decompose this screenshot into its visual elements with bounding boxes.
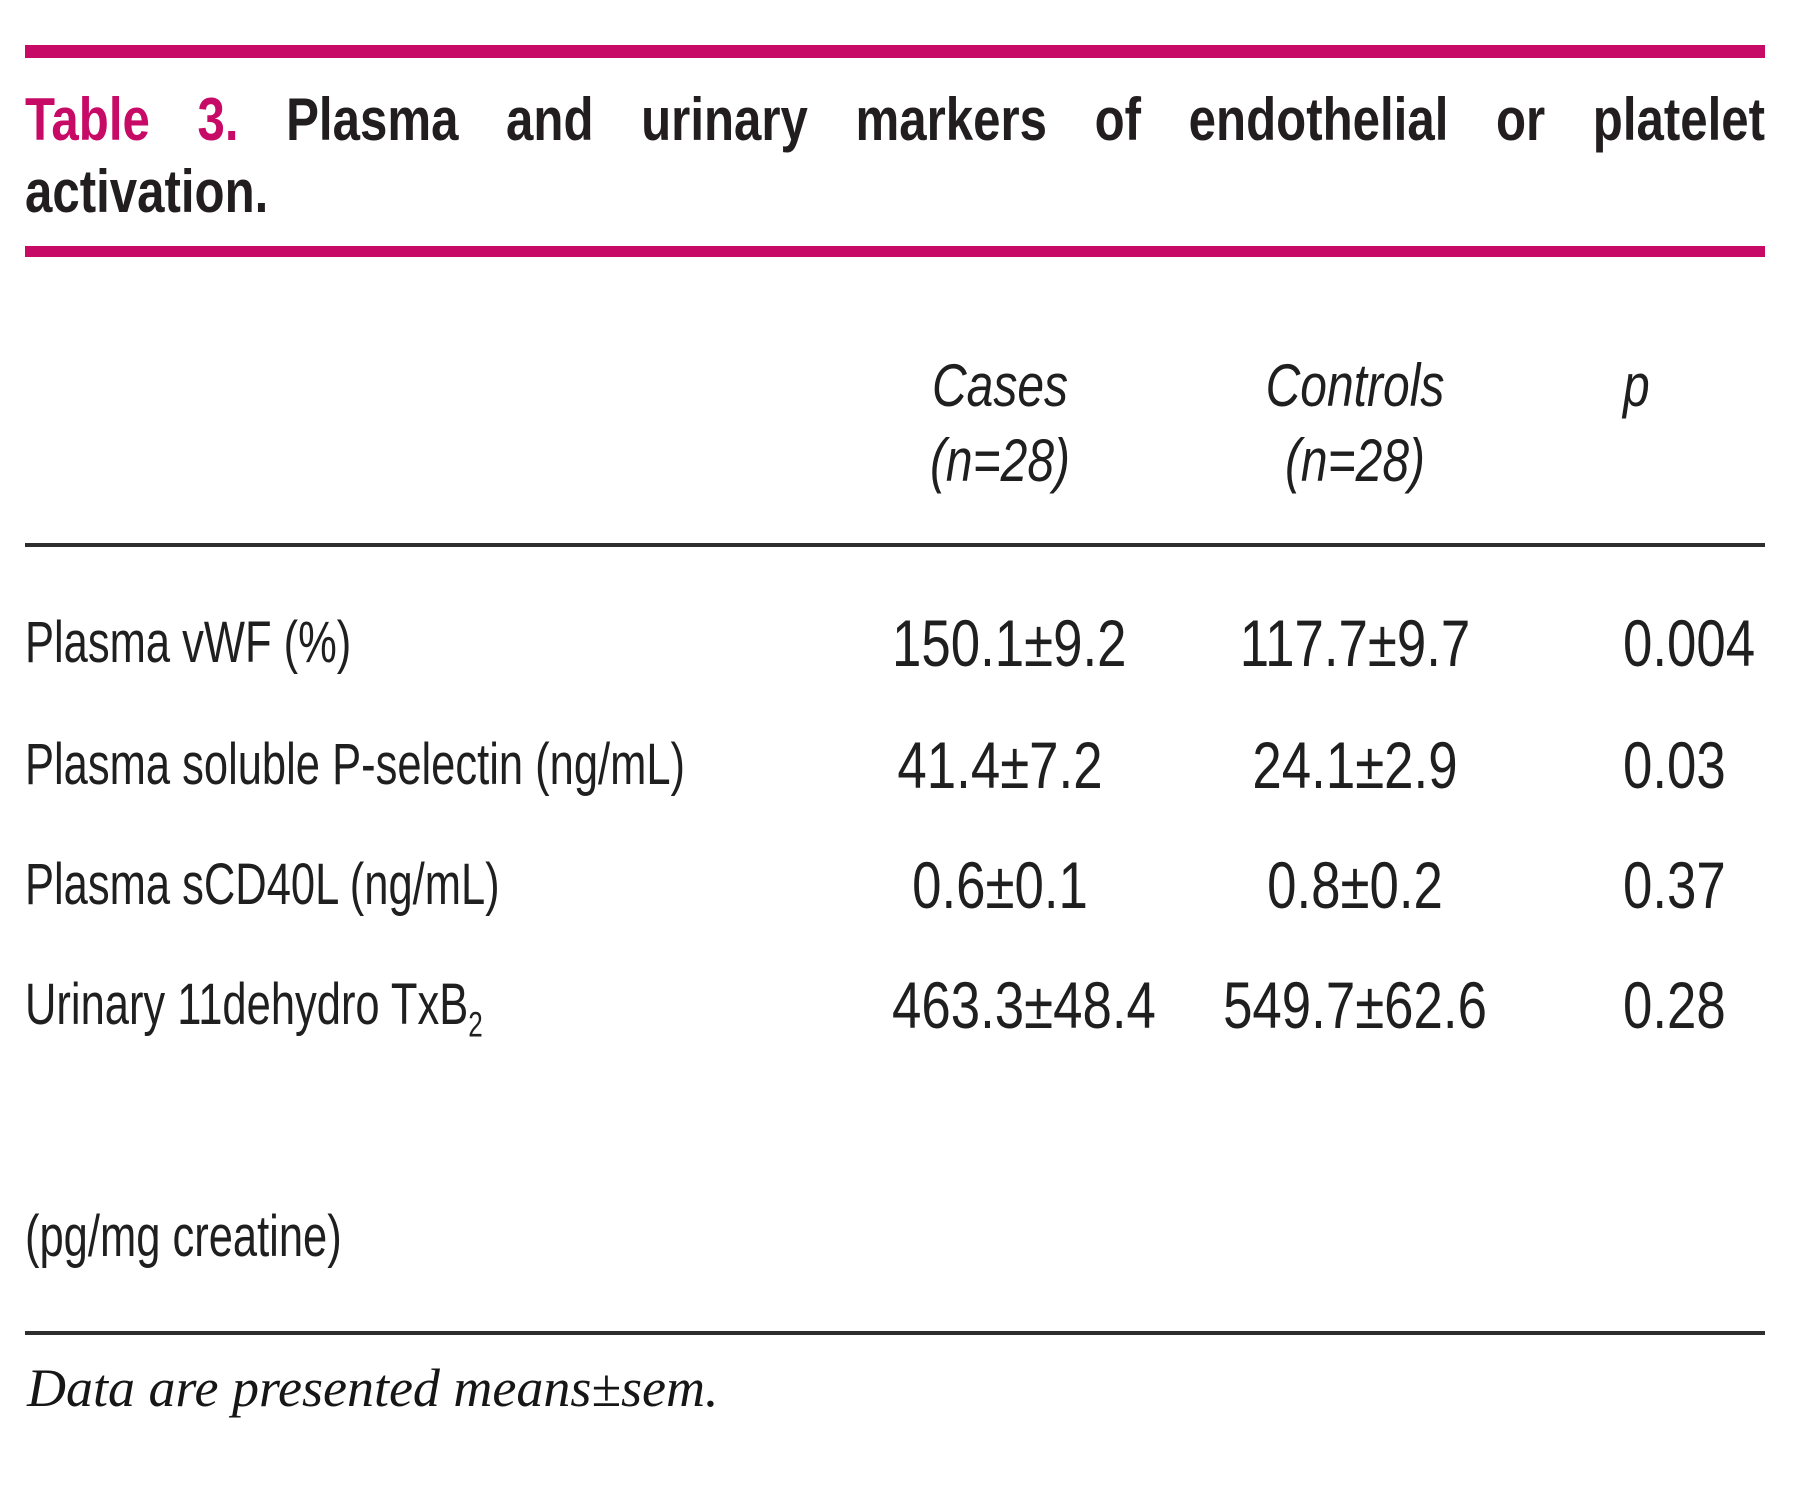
table-title-text-continued: activation. (25, 158, 269, 225)
row-label-continuation: (pg/mg creatine) (25, 1204, 342, 1269)
row-label: Plasma vWF (%) (25, 610, 352, 675)
cases-value: 0.6±0.1 (912, 848, 1088, 922)
table-row: Urinary 11dehydro TxB2 463.3±48.4 549.7±… (25, 965, 1775, 1045)
p-value: 0.004 (1623, 606, 1756, 680)
footer-divider-rule (25, 1331, 1765, 1335)
cases-value: 463.3±48.4 (892, 968, 1156, 1042)
table-header-row: Cases (n=28) Controls (n=28) p (25, 348, 1775, 498)
footnote: Data are presented means±sem. (27, 1358, 719, 1418)
table-title-line1-text: Table 3. Plasma and urinary markers of e… (25, 89, 1765, 151)
cases-header-n: (n=28) (929, 427, 1071, 494)
header-spacer-cell (25, 348, 865, 498)
controls-value: 24.1±2.9 (1252, 728, 1458, 802)
controls-value: 549.7±62.6 (1223, 968, 1487, 1042)
cases-value: 41.4±7.2 (897, 728, 1103, 802)
controls-value: 117.7±9.7 (1239, 606, 1471, 680)
top-accent-bar (25, 45, 1765, 58)
p-header-label: p (1623, 352, 1650, 419)
column-header-controls: Controls (n=28) (1135, 348, 1575, 498)
controls-header-label: Controls (1265, 352, 1445, 419)
p-value: 0.28 (1623, 968, 1726, 1042)
table-title-text: Plasma and urinary markers of endothelia… (286, 86, 1766, 153)
table-row: Plasma soluble P-selectin (ng/mL) 41.4±7… (25, 725, 1775, 805)
cases-value: 150.1±9.2 (892, 606, 1127, 680)
controls-header-n: (n=28) (1284, 427, 1426, 494)
controls-value: 0.8±0.2 (1267, 848, 1443, 922)
table-title-line2: activation. (25, 161, 1765, 223)
table-title-line1: Table 3. Plasma and urinary markers of e… (25, 89, 1765, 151)
table-row: Plasma sCD40L (ng/mL) 0.6±0.1 0.8±0.2 0.… (25, 845, 1775, 925)
table-row: Plasma vWF (%) 150.1±9.2 117.7±9.7 0.004 (25, 603, 1775, 683)
header-divider-rule (25, 543, 1765, 547)
column-header-p: p (1575, 348, 1775, 498)
p-value: 0.37 (1623, 848, 1726, 922)
row-label: Urinary 11dehydro TxB2 (25, 972, 483, 1045)
title-accent-rule (25, 246, 1765, 257)
row-label: Plasma sCD40L (ng/mL) (25, 852, 500, 917)
table-number: Table 3. (25, 86, 239, 153)
row-label: Plasma soluble P-selectin (ng/mL) (25, 732, 686, 797)
table-row-continuation: (pg/mg creatine) (25, 1197, 1775, 1277)
cases-header-label: Cases (931, 352, 1069, 419)
p-value: 0.03 (1623, 728, 1726, 802)
column-header-cases: Cases (n=28) (865, 348, 1135, 498)
row-label-subscript: 2 (468, 1005, 483, 1045)
